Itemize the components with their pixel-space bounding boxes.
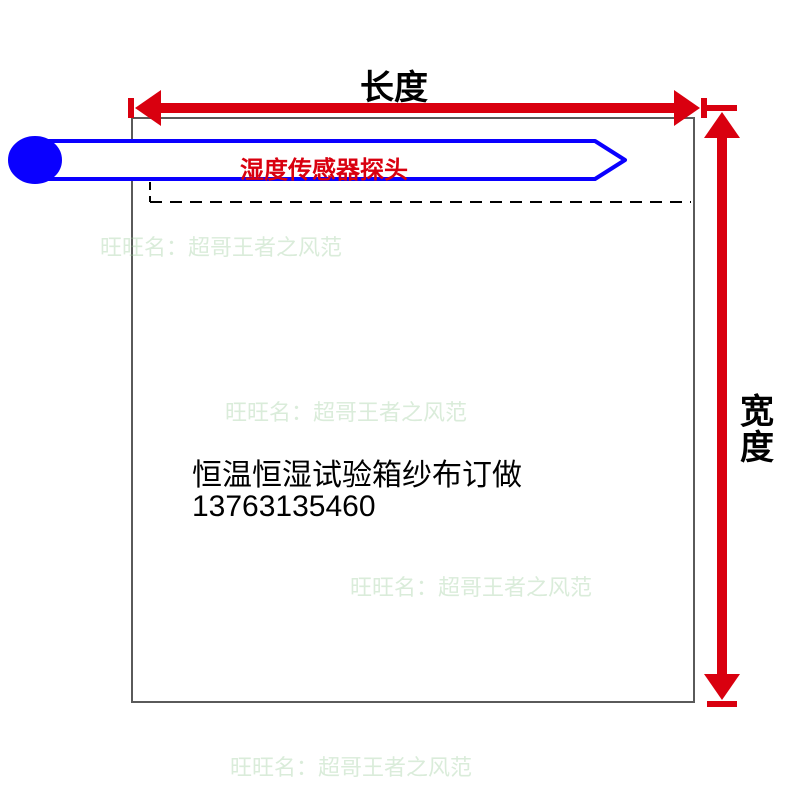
probe-label: 湿度传感器探头: [240, 150, 408, 185]
width-label: 宽度: [740, 395, 774, 466]
length-label: 长度: [360, 60, 428, 109]
watermark-text: 旺旺名：超哥王者之风范: [100, 230, 342, 262]
main-text-line2: 13763135460: [192, 490, 376, 524]
width-label-text: 宽度: [740, 395, 774, 466]
main-text-line1: 恒温恒湿试验箱纱布订做: [192, 450, 522, 494]
diagram-root: 长度 宽度 湿度传感器探头 恒温恒湿试验箱纱布订做 13763135460 旺旺…: [0, 0, 800, 800]
watermark-text: 旺旺名：超哥王者之风范: [350, 570, 592, 602]
watermark-text: 旺旺名：超哥王者之风范: [230, 750, 472, 782]
watermark-text: 旺旺名：超哥王者之风范: [225, 395, 467, 427]
